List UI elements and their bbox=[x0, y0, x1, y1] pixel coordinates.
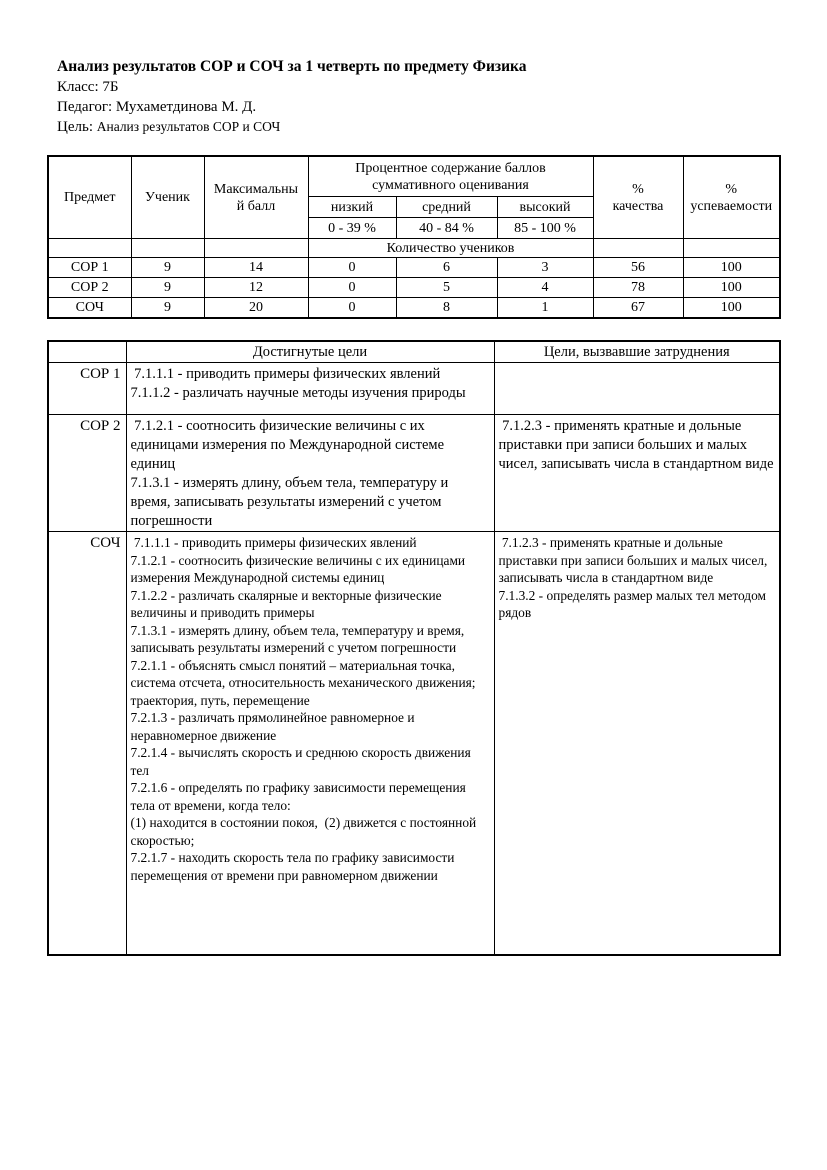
cell-success: 100 bbox=[682, 297, 781, 319]
cell-subject: СОР 1 bbox=[47, 257, 132, 278]
achieved-goals-cell: 7.1.1.1 - приводить примеры физических я… bbox=[125, 362, 495, 415]
col-header-success-text: % успеваемости bbox=[690, 181, 773, 214]
goal-item: 7.1.2.2 - различать скалярные и векторны… bbox=[130, 587, 445, 621]
col-header-achieved: Достигнутые цели bbox=[125, 340, 495, 363]
goal-item: 7.2.1.4 - вычислять скорость и среднюю с… bbox=[130, 745, 475, 778]
goal-item: 7.1.2.1 - соотносить физические величины… bbox=[130, 552, 469, 586]
row-label: СОЧ bbox=[47, 531, 127, 956]
cell-max-score: 14 bbox=[203, 257, 309, 278]
col-header-percent-group: Процентное содержание баллов суммативног… bbox=[307, 155, 594, 197]
empty-cell bbox=[130, 238, 205, 258]
goal-value: Анализ результатов СОР и СОЧ bbox=[96, 119, 281, 134]
table-row-sor1: СОР 1 9 14 0 6 3 56 100 bbox=[47, 257, 781, 278]
cell-high: 1 bbox=[496, 297, 594, 319]
difficult-goals-cell: 7.1.2.3 - применять кратные и дольные пр… bbox=[493, 531, 781, 956]
empty-cell bbox=[47, 340, 127, 363]
summary-header-row: Предмет Ученик Максимальный балл Процент… bbox=[47, 155, 781, 239]
cell-high: 4 bbox=[496, 277, 594, 298]
goals-header-row: Достигнутые цели Цели, вызвавшие затрудн… bbox=[47, 340, 781, 363]
goal-item: 7.1.1.2 - различать научные методы изуче… bbox=[130, 385, 466, 401]
cell-mid: 8 bbox=[395, 297, 498, 319]
document-header: Анализ результатов СОР и СОЧ за 1 четвер… bbox=[57, 57, 827, 137]
col-header-max-score: Максимальный балл bbox=[203, 155, 309, 239]
goals-row-soch: СОЧ 7.1.1.1 - приводить примеры физическ… bbox=[47, 531, 781, 956]
goals-row-sor2: СОР 2 7.1.2.1 - соотносить физические ве… bbox=[47, 414, 781, 532]
cell-students: 9 bbox=[130, 297, 205, 319]
col-header-quality-text: % качества bbox=[612, 181, 664, 214]
summary-table: Предмет Ученик Максимальный балл Процент… bbox=[47, 155, 781, 319]
col-header-quality: % качества bbox=[592, 155, 684, 239]
col-header-level-high: высокий bbox=[496, 196, 594, 218]
goal-item: 7.2.1.6 - определять по графику зависимо… bbox=[130, 780, 477, 848]
goal-item: 7.2.1.3 - различать прямолинейное равном… bbox=[130, 710, 418, 743]
cell-low: 0 bbox=[307, 297, 397, 319]
class-line: Класс: 7Б bbox=[57, 79, 119, 95]
col-header-max-score-text: Максимальный балл bbox=[213, 181, 299, 214]
cell-low: 0 bbox=[307, 257, 397, 278]
goal-item: 7.1.2.3 - применять кратные и дольные пр… bbox=[498, 418, 774, 472]
cell-success: 100 bbox=[682, 257, 781, 278]
row-label: СОР 1 bbox=[47, 362, 127, 415]
goals-row-sor1: СОР 1 7.1.1.1 - приводить примеры физиче… bbox=[47, 362, 781, 415]
goal-item: 7.2.1.1 - объяснять смысл понятий – мате… bbox=[130, 657, 479, 708]
cell-max-score: 12 bbox=[203, 277, 309, 298]
achieved-goals-cell: 7.1.2.1 - соотносить физические величины… bbox=[125, 414, 495, 532]
cell-max-score: 20 bbox=[203, 297, 309, 319]
col-header-range-high: 85 - 100 % bbox=[496, 217, 594, 239]
goal-item: 7.2.1.7 - находить скорость тела по граф… bbox=[130, 850, 458, 883]
col-header-level-mid: средний bbox=[395, 196, 498, 218]
col-header-percent-group-text: Процентное содержание баллов суммативног… bbox=[355, 160, 546, 193]
page-title: Анализ результатов СОР и СОЧ за 1 четвер… bbox=[57, 58, 527, 75]
cell-quality: 56 bbox=[592, 257, 684, 278]
col-header-student: Ученик bbox=[130, 155, 205, 239]
cell-mid: 6 bbox=[395, 257, 498, 278]
cell-subject: СОР 2 bbox=[47, 277, 132, 298]
goal-label: Цель: bbox=[57, 119, 93, 135]
goal-item: 7.1.2.1 - соотносить физические величины… bbox=[130, 418, 448, 472]
table-row-sor2: СОР 2 9 12 0 5 4 78 100 bbox=[47, 277, 781, 298]
goal-item: 7.1.1.1 - приводить примеры физических я… bbox=[130, 535, 417, 550]
cell-high: 3 bbox=[496, 257, 594, 278]
cell-quality: 67 bbox=[592, 297, 684, 319]
goal-item: 7.1.3.2 - определять размер малых тел ме… bbox=[498, 587, 770, 621]
achieved-goals-cell: 7.1.1.1 - приводить примеры физических я… bbox=[125, 531, 495, 956]
col-header-range-mid: 40 - 84 % bbox=[395, 217, 498, 239]
table-row-soch: СОЧ 9 20 0 8 1 67 100 bbox=[47, 297, 781, 319]
empty-cell bbox=[203, 238, 309, 258]
cell-low: 0 bbox=[307, 277, 397, 298]
goal-item: 7.1.1.1 - приводить примеры физических я… bbox=[130, 366, 441, 382]
teacher-line: Педагог: Мухаметдинова М. Д. bbox=[57, 99, 257, 115]
goal-item: 7.1.2.3 - применять кратные и дольные пр… bbox=[498, 535, 771, 585]
col-header-subject: Предмет bbox=[47, 155, 132, 239]
summary-count-row: Количество учеников bbox=[47, 238, 781, 258]
col-header-difficult: Цели, вызвавшие затруднения bbox=[493, 340, 781, 363]
difficult-goals-cell: 7.1.2.3 - применять кратные и дольные пр… bbox=[493, 414, 781, 532]
count-label-cell: Количество учеников bbox=[307, 238, 594, 258]
row-label: СОР 2 bbox=[47, 414, 127, 532]
col-header-success: % успеваемости bbox=[682, 155, 781, 239]
empty-cell bbox=[682, 238, 781, 258]
goals-table: Достигнутые цели Цели, вызвавшие затрудн… bbox=[47, 340, 781, 956]
cell-students: 9 bbox=[130, 277, 205, 298]
col-header-level-low: низкий bbox=[307, 196, 397, 218]
cell-mid: 5 bbox=[395, 277, 498, 298]
summary-range-row: 0 - 39 % 40 - 84 % 85 - 100 % bbox=[48, 217, 780, 239]
empty-cell bbox=[47, 238, 132, 258]
cell-success: 100 bbox=[682, 277, 781, 298]
difficult-goals-cell bbox=[493, 362, 781, 415]
goal-line: Цель: Анализ результатов СОР и СОЧ bbox=[57, 117, 827, 137]
cell-students: 9 bbox=[130, 257, 205, 278]
cell-quality: 78 bbox=[592, 277, 684, 298]
goal-item: 7.1.3.1 - измерять длину, объем тела, те… bbox=[130, 475, 452, 529]
cell-subject: СОЧ bbox=[47, 297, 132, 319]
col-header-range-low: 0 - 39 % bbox=[307, 217, 397, 239]
goal-item: 7.1.3.1 - измерять длину, объем тела, те… bbox=[130, 622, 468, 656]
empty-cell bbox=[592, 238, 684, 258]
